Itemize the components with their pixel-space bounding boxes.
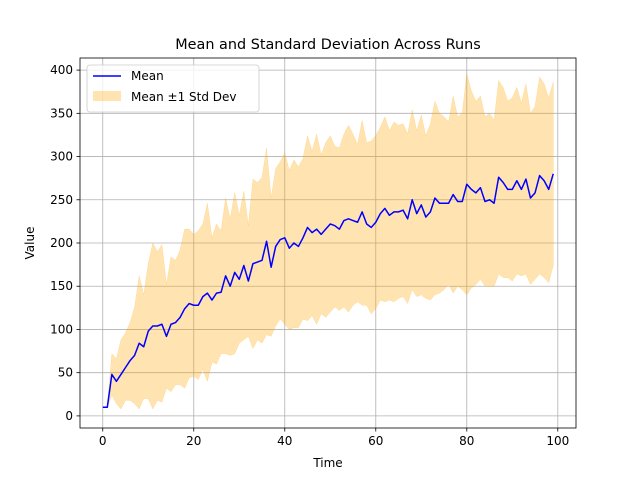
y-tick-label: 200 (50, 236, 73, 250)
legend: Mean Mean ±1 Std Dev (86, 64, 260, 113)
y-tick-label: 100 (50, 322, 73, 336)
y-tick-label: 0 (65, 409, 73, 423)
y-ticks: 0 50 100 150 200 250 300 350 400 (50, 63, 80, 423)
x-axis-label: Time (312, 456, 342, 470)
y-tick-label: 150 (50, 279, 73, 293)
y-tick-label: 250 (50, 193, 73, 207)
legend-mean-label: Mean (131, 69, 164, 83)
grid-layer (80, 58, 576, 428)
y-tick-label: 300 (50, 150, 73, 164)
mean-series-line (102, 173, 554, 409)
x-tick-label: 100 (546, 434, 569, 448)
y-tick-label: 400 (50, 63, 73, 77)
legend-box (86, 64, 260, 113)
y-axis-label: Value (23, 227, 37, 260)
legend-band-swatch (93, 91, 121, 101)
x-tick-label: 80 (459, 434, 474, 448)
x-ticks: 0 20 40 60 80 100 (99, 428, 569, 448)
x-tick-label: 40 (277, 434, 292, 448)
x-tick-label: 20 (186, 434, 201, 448)
x-tick-label: 0 (99, 434, 107, 448)
x-tick-label: 60 (368, 434, 383, 448)
y-tick-label: 350 (50, 106, 73, 120)
std-band-layer (102, 73, 554, 410)
mean-line-layer (102, 173, 554, 409)
chart-title: Mean and Standard Deviation Across Runs (175, 37, 480, 53)
std-band-area (102, 73, 554, 410)
y-tick-label: 50 (58, 366, 73, 380)
legend-band-label: Mean ±1 Std Dev (131, 90, 237, 104)
